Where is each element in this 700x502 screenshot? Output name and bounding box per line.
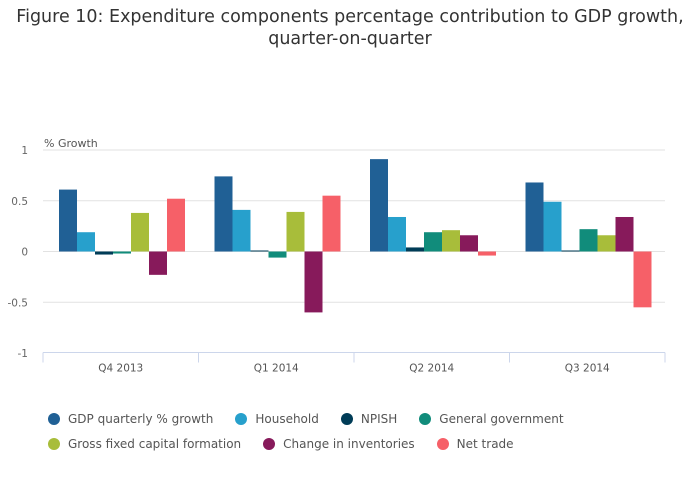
bar[interactable] [424,232,442,252]
legend-label: Change in inventories [283,436,415,451]
legend-dot-icon [436,437,449,450]
x-tick-label: Q3 2014 [565,363,610,375]
chart-title: Figure 10: Expenditure components percen… [16,7,684,49]
bar[interactable] [95,251,113,255]
bar[interactable] [543,201,562,252]
legend-item[interactable]: Net trade [436,436,514,451]
bar[interactable] [388,216,406,252]
bar[interactable] [304,251,323,313]
bar[interactable] [579,229,598,252]
x-tick-label: Q1 2014 [254,363,299,375]
bar[interactable] [633,251,652,308]
legend-label: General government [439,411,564,426]
bar[interactable] [77,232,95,252]
y-tick-label: 0.5 [11,196,28,208]
bar[interactable] [406,247,424,252]
bar[interactable] [286,211,305,252]
y-tick-label: 0 [21,247,28,259]
y-axis-label: % Growth [44,137,98,150]
bar[interactable] [167,198,185,252]
legend-label: NPISH [360,411,398,426]
legend-row: Gross fixed capital formation Change in i… [48,431,668,456]
y-tick-label: -1 [18,348,28,360]
legend-item[interactable]: GDP quarterly % growth [48,412,213,426]
legend-dot-icon [235,412,248,425]
legend-label: GDP quarterly % growth [68,411,214,426]
legend-dot-icon [340,412,353,425]
bar[interactable] [149,251,167,275]
legend-dot-icon [419,412,432,425]
bar[interactable] [525,182,544,252]
bar[interactable] [232,209,251,252]
bar[interactable] [370,159,388,252]
legend-item[interactable]: Household [235,412,319,426]
legend-label: Gross fixed capital formation [68,436,242,451]
y-axis-ticks: 1 0.5 0 -0.5 -1 [8,145,29,360]
bars [59,159,652,313]
bar[interactable] [442,230,460,252]
legend-dot-icon [48,412,60,425]
bar[interactable] [59,189,77,252]
bar[interactable] [268,251,287,258]
bar[interactable] [478,251,496,256]
bar[interactable] [561,250,580,252]
bar[interactable] [214,176,233,252]
y-tick-label: -0.5 [8,297,29,309]
bar[interactable] [597,235,616,252]
x-axis: Q4 2013 Q1 2014 Q2 2014 Q3 2014 [42,352,666,375]
x-tick-label: Q2 2014 [409,363,454,375]
legend-item[interactable]: General government [419,411,564,426]
y-tick-label: 1 [21,145,28,157]
bar[interactable] [131,212,149,252]
bar-chart: 1 0.5 0 -0.5 -1 % Growth Q4 2013 Q1 2014 Q2 20… [8,137,666,375]
legend-dot-icon [48,437,60,450]
legend-label: Net trade [456,436,514,451]
legend-dot-icon [263,437,276,450]
legend-item[interactable]: Gross fixed capital formation [48,437,241,451]
bar[interactable] [113,251,131,254]
x-tick-label: Q4 2013 [98,363,143,375]
bar[interactable] [322,195,341,252]
legend-item[interactable]: Change in inventories [263,437,415,451]
legend-label: Household [255,411,319,426]
bar[interactable] [250,250,269,252]
legend: GDP quarterly % growth Household NPISH Gene… [48,406,668,456]
bar[interactable] [460,235,478,252]
legend-row: GDP quarterly % growth Household NPISH Gene… [48,406,668,431]
legend-item[interactable]: NPISH [340,411,398,426]
bar[interactable] [615,216,634,252]
